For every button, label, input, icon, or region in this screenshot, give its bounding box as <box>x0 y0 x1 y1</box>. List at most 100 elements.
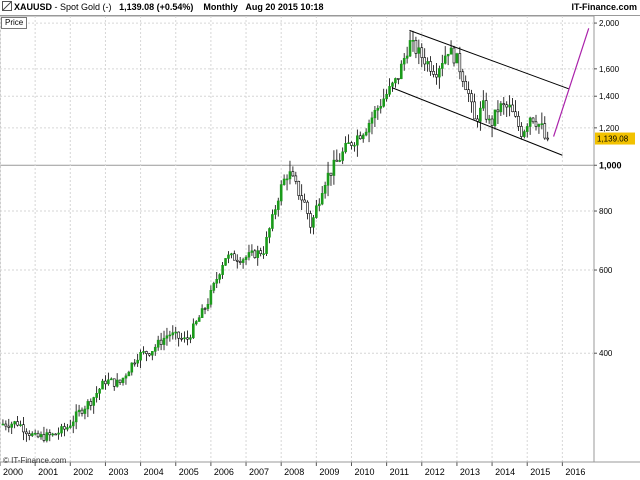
candle-body <box>10 423 14 428</box>
candle-body <box>385 93 388 100</box>
candle-body <box>262 253 265 255</box>
candle-body <box>77 409 81 413</box>
candle-body <box>101 380 104 390</box>
header-info: XAUUSD - Spot Gold (-) 1,139.08 (+0.54%)… <box>2 0 323 15</box>
x-axis: 2000 2001 2002 2003 2004 2005 2006 2007 2008 2009… <box>0 461 640 477</box>
candle-body <box>30 433 34 436</box>
candle-body <box>16 421 19 426</box>
candle-body <box>89 401 93 406</box>
candle-body <box>107 379 110 385</box>
candle-body <box>297 181 301 196</box>
projection-line <box>553 28 590 137</box>
candle-body <box>458 53 462 73</box>
candle-body <box>194 321 198 325</box>
candle-body <box>470 93 473 103</box>
candles <box>1 30 550 443</box>
candle-body <box>540 123 544 125</box>
candle-body <box>282 178 286 185</box>
candle-body <box>274 209 277 215</box>
candle-body <box>212 282 216 291</box>
candle-body <box>235 259 239 262</box>
candle-body <box>435 74 438 78</box>
last-price-label: 1,139.08 <box>597 135 629 144</box>
candle-body <box>171 332 175 336</box>
candle-body <box>19 424 22 426</box>
candle-body <box>233 253 236 261</box>
candle-body <box>110 378 113 381</box>
candle-body <box>159 339 163 345</box>
candle-body <box>420 47 424 58</box>
plot-area <box>0 15 595 463</box>
candle-body <box>224 258 227 266</box>
candle-body <box>104 380 107 385</box>
candle-body <box>63 426 66 430</box>
candle-body <box>358 135 362 140</box>
candle-body <box>115 379 119 387</box>
y-tick-label: 1,000 <box>599 160 622 170</box>
candle-body <box>326 172 330 186</box>
candle-body <box>66 427 69 430</box>
candle-body <box>479 107 482 122</box>
x-tick-label: 2011 <box>390 467 409 477</box>
source-label: IT-Finance.com <box>571 2 637 12</box>
y-axis: 2,000 1,600 1,400 1,200 1,000 800 600 400 1,139.… <box>594 19 635 358</box>
candle-body <box>461 71 465 82</box>
x-tick-label: 2007 <box>249 467 269 477</box>
candle-body <box>449 47 453 55</box>
candle-body <box>48 432 52 436</box>
candle-body <box>388 86 391 95</box>
candle-body <box>493 109 497 126</box>
candle-body <box>71 421 75 427</box>
candle-body <box>517 115 520 127</box>
candle-body <box>312 217 315 228</box>
candle-body <box>86 401 90 410</box>
candle-body <box>183 337 186 340</box>
candle-body <box>27 433 31 436</box>
candle-body <box>455 53 459 64</box>
candle-body <box>127 371 131 377</box>
candle-body <box>241 259 245 263</box>
candle-body <box>514 111 517 117</box>
x-tick-label: 2012 <box>425 467 445 477</box>
candle-body <box>423 57 427 65</box>
chart-header: XAUUSD - Spot Gold (-) 1,139.08 (+0.54%)… <box>0 0 640 16</box>
candle-body <box>192 323 195 338</box>
candle-body <box>4 423 8 427</box>
candle-body <box>268 228 271 238</box>
candle-body <box>505 104 509 108</box>
candle-body <box>130 362 134 373</box>
candle-body <box>490 118 494 126</box>
candle-body <box>215 279 219 284</box>
candle-body <box>197 317 201 322</box>
x-tick-label: 2000 <box>3 467 23 477</box>
candle-body <box>408 40 412 57</box>
candle-body <box>36 432 40 438</box>
candle-body <box>394 78 397 84</box>
candle-body <box>221 265 224 275</box>
y-tick-label: 600 <box>599 266 613 275</box>
candle-body <box>121 377 125 383</box>
candle-body <box>151 351 154 356</box>
candle-body <box>80 409 84 414</box>
candle-body <box>112 378 116 387</box>
candle-body <box>83 408 87 414</box>
candle-body <box>329 172 333 176</box>
y-tick-label: 1,600 <box>599 65 620 74</box>
candle-body <box>247 252 251 258</box>
candle-body <box>51 433 55 436</box>
x-tick-label: 2010 <box>354 467 374 477</box>
candle-body <box>499 103 503 113</box>
candle-body <box>487 118 491 121</box>
candle-body <box>335 159 339 162</box>
candle-body <box>511 104 514 113</box>
x-tick-label: 2006 <box>214 467 234 477</box>
candle-body <box>502 103 506 106</box>
candle-body <box>522 131 526 137</box>
x-tick-label: 2005 <box>179 467 199 477</box>
candle-body <box>42 434 46 441</box>
candle-body <box>279 184 283 202</box>
candle-body <box>189 337 192 340</box>
candle-body <box>209 290 213 305</box>
candle-body <box>92 397 96 406</box>
candle-body <box>426 61 429 65</box>
